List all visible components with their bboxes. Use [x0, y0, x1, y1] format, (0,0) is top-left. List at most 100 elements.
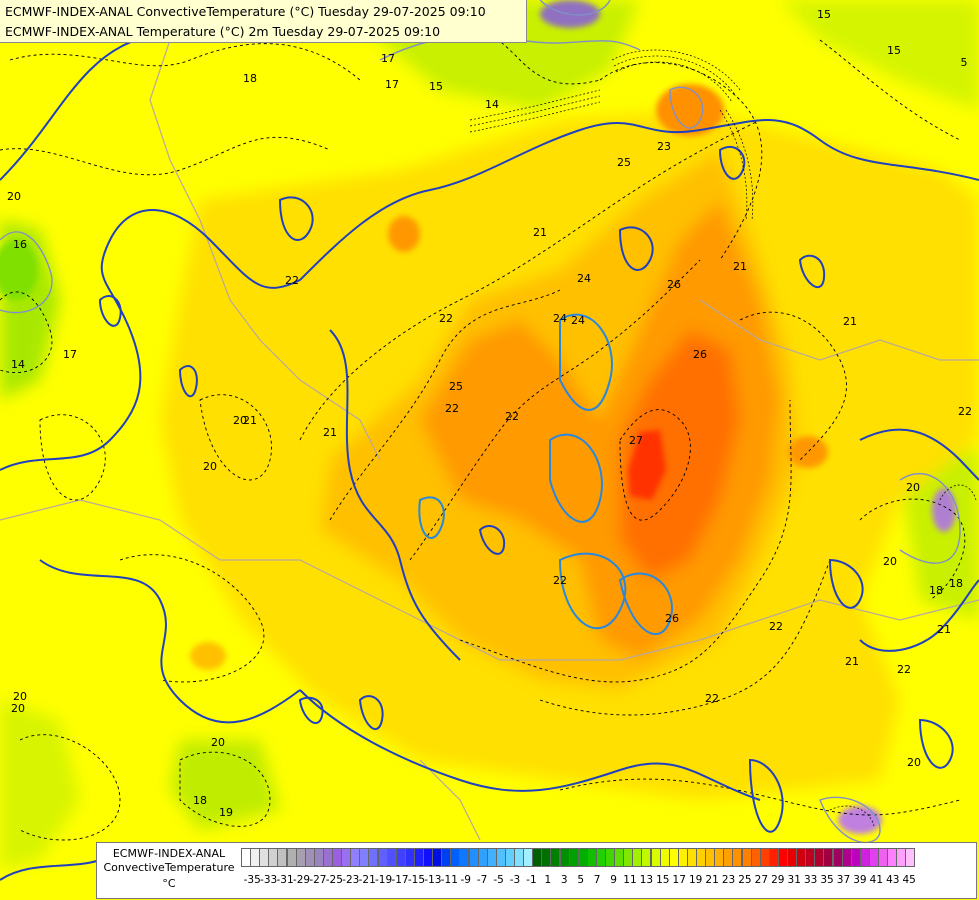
convective-contour-label: 21	[323, 426, 337, 439]
temp-contour-grey	[669, 86, 704, 129]
convective-contour-label: 20	[906, 481, 920, 494]
conv-contour	[828, 558, 864, 609]
color-legend: ECMWF-INDEX-ANAL ConvectiveTemperature °…	[96, 842, 977, 899]
legend-tick-label: 43	[886, 874, 900, 886]
legend-tick-label: -11	[440, 874, 458, 886]
legend-tick-label: 3	[560, 874, 568, 886]
field-hotspot	[628, 430, 666, 500]
conv-contour	[918, 718, 954, 769]
conv-contour-light	[558, 552, 627, 630]
temp-contour	[179, 751, 271, 827]
temperature-contour-label: 19	[219, 806, 233, 819]
legend-tick-label: 31	[787, 874, 801, 886]
temperature-contour-label: 14	[485, 98, 499, 111]
legend-tick-label: -29	[292, 874, 311, 886]
field-purple-east	[932, 488, 956, 532]
conv-contour-light	[559, 313, 613, 411]
temp-contour	[329, 289, 561, 521]
convective-contour-label: 22	[705, 692, 719, 705]
convective-contour-label: 22	[958, 405, 972, 418]
legend-model: ECMWF-INDEX-ANAL	[112, 847, 226, 860]
convective-contour-label: 21	[843, 315, 857, 328]
legend-tick-label: -33	[260, 874, 278, 886]
field-south-green	[170, 740, 280, 830]
legend-tick-label: 33	[803, 874, 818, 886]
dense-contour	[469, 89, 601, 121]
legend-tick-label: 35	[820, 874, 834, 886]
legend-tick-label: 7	[593, 874, 601, 886]
temp-contour	[0, 136, 331, 176]
dense-contour	[615, 61, 733, 103]
map-title-box: ECMWF-INDEX-ANAL ConvectiveTemperature (…	[0, 0, 527, 43]
legend-tick-label: -15	[407, 874, 426, 886]
temperature-contour-label: 18	[243, 72, 257, 85]
temp-contour	[0, 291, 53, 374]
legend-tick-label: -21	[358, 874, 376, 886]
conv-contour	[278, 196, 314, 241]
conv-contour	[618, 226, 654, 271]
legend-tick-label: 39	[853, 874, 867, 886]
legend-units: °C	[162, 877, 176, 890]
legend-tick-label: -19	[375, 874, 393, 886]
legend-tick-label: 21	[705, 874, 719, 886]
legend-tick-label: 9	[610, 874, 617, 886]
legend-tick-label: -3	[509, 874, 521, 886]
convective-contour-label: 26	[693, 348, 707, 361]
temperature-contour-label: 16	[13, 238, 27, 251]
conv-contour	[478, 525, 506, 555]
legend-tick-label: -1	[526, 874, 537, 886]
temperature-contour-label: 22	[439, 312, 453, 325]
conv-contour	[298, 696, 324, 724]
convective-contour-label: 21	[937, 623, 951, 636]
legend-tick-label: 17	[672, 874, 686, 886]
conv-contour	[859, 579, 979, 652]
legend-tick-label: 15	[656, 874, 670, 886]
temperature-contour-label: 15	[429, 80, 443, 93]
temperature-contour-label: 20	[13, 690, 27, 703]
legend-tick-label: -23	[342, 874, 360, 886]
temperature-contour-label: 20	[907, 756, 921, 769]
title-temperature: ECMWF-INDEX-ANAL Temperature (°C) 2m Tue…	[5, 24, 441, 39]
legend-tick-label: 13	[639, 874, 654, 886]
legend-tick-label: -27	[309, 874, 327, 886]
temp-contour	[19, 734, 121, 841]
legend-tick-label: 5	[577, 874, 585, 886]
temp-contour	[859, 498, 966, 601]
legend-tick-label: -5	[493, 874, 504, 886]
convective-contour-label: 18	[929, 584, 943, 597]
field-southwest-green	[0, 700, 80, 870]
convective-contour-label: 26	[665, 612, 679, 625]
convective-contour-label: 20	[203, 460, 217, 473]
temperature-contour-label: 21	[243, 414, 257, 427]
temp-contour	[39, 414, 106, 501]
convective-contour-label: 27	[629, 434, 643, 447]
legend-tick-label: -13	[424, 874, 442, 886]
temp-contour-grey	[899, 473, 961, 564]
border-line	[149, 0, 381, 461]
convective-contour-label: 26	[667, 278, 681, 291]
temperature-contour-label: 20	[211, 736, 225, 749]
legend-tick-label: -17	[391, 874, 409, 886]
temperature-contour-label: 15	[887, 44, 901, 57]
temp-contour	[9, 43, 361, 81]
temperature-contour-label: 15	[817, 8, 831, 21]
temp-contour	[459, 399, 792, 683]
legend-tick-label: -7	[476, 874, 488, 886]
legend-swatch	[905, 848, 916, 867]
legend-tick-label: 23	[721, 874, 736, 886]
conv-contour-light	[418, 496, 445, 539]
convective-contour-label: 21	[845, 655, 859, 668]
convective-contour-label: 23	[657, 140, 671, 153]
conv-contour	[718, 145, 746, 180]
temp-contour	[739, 311, 847, 461]
dense-contour	[719, 109, 748, 221]
conv-contour-light	[618, 572, 673, 635]
title-convective: ECMWF-INDEX-ANAL ConvectiveTemperature (…	[5, 4, 486, 19]
temperature-contour-label: 17	[385, 78, 399, 91]
temp-contour	[539, 559, 831, 716]
field-warm-27	[620, 330, 740, 580]
legend-parameter: ConvectiveTemperature	[103, 861, 235, 874]
temp-contour	[119, 554, 265, 683]
conv-contour	[798, 254, 826, 289]
